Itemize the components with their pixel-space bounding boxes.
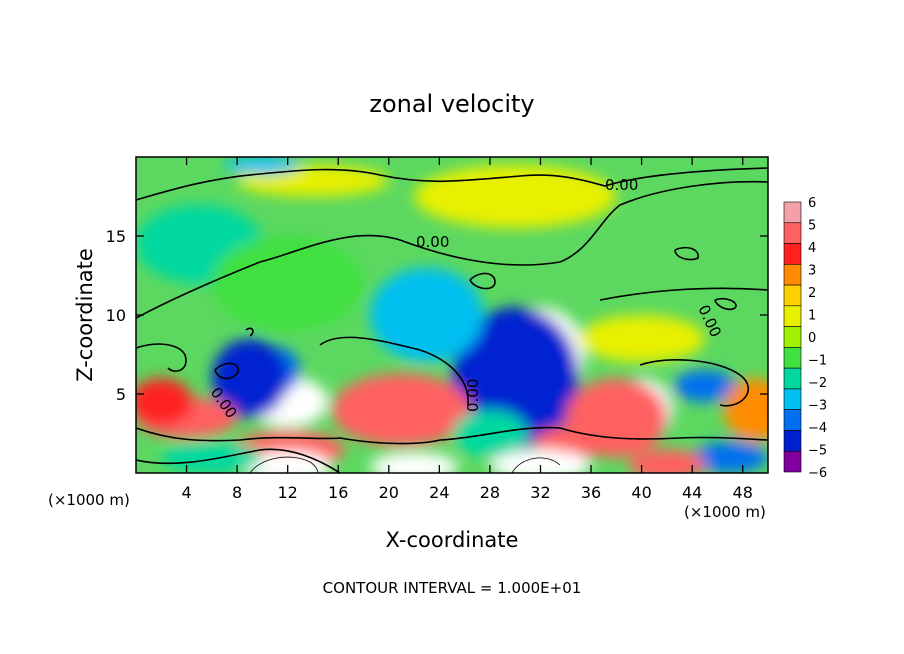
heatmap-cell: [628, 449, 705, 473]
x-tick-label: 16: [328, 483, 348, 502]
contour-line: [249, 456, 319, 473]
contour-line: [136, 343, 187, 372]
x-tick-label: 48: [733, 483, 753, 502]
colorbar-label: −5: [808, 444, 827, 459]
heatmap-cell: [723, 378, 768, 442]
x-tick-label: 24: [429, 483, 449, 502]
colorbar-swatch: [783, 347, 802, 369]
heatmap-cell: [414, 164, 617, 229]
y-tick-label: 5: [116, 385, 126, 404]
y-axis-ticks: 5 10 15: [106, 227, 768, 404]
contour-line: [319, 336, 469, 406]
heatmap-cell: [692, 441, 768, 473]
colorbar-label: 0: [808, 331, 816, 346]
contour-line: [245, 327, 254, 337]
x-tick-label: 8: [232, 483, 242, 502]
contour-line: [136, 426, 768, 445]
heatmap-cell: [211, 236, 364, 331]
x-tick-label: 4: [181, 483, 191, 502]
colorbar-swatch: [783, 201, 802, 224]
heatmap-cell: [161, 441, 263, 473]
heatmap-cell: [489, 449, 592, 473]
x-tick-label: 28: [480, 483, 500, 502]
contour-line: [674, 246, 699, 261]
x-axis-ticks: 4 8 12 16 20 24 28 32 36 40 44 48: [181, 157, 753, 502]
contour-label: 0.00: [605, 176, 638, 194]
heatmap-cell: [578, 315, 705, 363]
colorbar-label: 2: [808, 286, 816, 301]
colorbar-swatch: [783, 430, 802, 452]
heatmap-cell: [534, 425, 623, 458]
colorbar-label: −6: [808, 466, 827, 481]
heatmap-cell: [331, 373, 471, 447]
colorbar-label: 6: [808, 196, 816, 211]
colorbar-swatch: [783, 450, 802, 473]
contour-line: [136, 180, 768, 319]
contour-interval: CONTOUR INTERVAL = 1.000E+01: [323, 579, 582, 597]
colorbar-label: 5: [808, 219, 816, 234]
x-unit-right: (×1000 m): [684, 503, 766, 521]
colorbar-swatch: [783, 305, 802, 327]
colorbar-swatch: [783, 284, 802, 307]
colorbar-swatch: [783, 367, 802, 390]
colorbar: 6 5 4 3 2 1 0 −1 −2 −3 −4 −5 −6: [783, 196, 827, 481]
y-tick-label: 15: [106, 227, 126, 246]
heatmap-cell: [211, 338, 288, 418]
contour-line: [714, 297, 737, 311]
plot-area: [136, 157, 768, 473]
contour-line: [469, 272, 496, 290]
colorbar-label: −3: [808, 399, 827, 414]
heatmap-cell: [673, 370, 737, 402]
chart-title: zonal velocity: [369, 90, 534, 118]
x-tick-label: 44: [682, 483, 702, 502]
colorbar-label: 1: [808, 309, 816, 324]
contour-line: [511, 457, 561, 473]
x-tick-label: 12: [278, 483, 298, 502]
colorbar-label: −4: [808, 421, 827, 436]
heatmap-cell: [224, 157, 301, 175]
heatmap-cell: [369, 452, 459, 473]
x-axis-label: X-coordinate: [386, 528, 519, 552]
contour-line: [136, 167, 768, 201]
colorbar-swatch: [783, 409, 802, 431]
x-tick-label: 32: [530, 483, 550, 502]
x-unit-left: (×1000 m): [48, 491, 130, 509]
contour-line: [599, 287, 768, 301]
colorbar-label: −2: [808, 376, 827, 391]
colorbar-swatch: [783, 388, 802, 410]
colorbar-swatch: [783, 264, 802, 286]
contour-lines: [136, 167, 768, 473]
contour-label: 0.00: [464, 379, 482, 412]
heatmap-cell: [369, 267, 484, 363]
contour-line: [214, 362, 239, 380]
colorbar-swatch: [783, 243, 802, 265]
contour-line: [136, 448, 341, 473]
colorbar-swatch: [783, 222, 802, 244]
contour-line: [639, 359, 749, 407]
colorbar-label: 3: [808, 264, 816, 279]
contour-label: 0.00: [416, 233, 449, 251]
y-axis-label: Z-coordinate: [73, 248, 97, 382]
x-tick-label: 40: [631, 483, 651, 502]
colorbar-swatch: [783, 326, 802, 348]
heatmap-cells: [136, 157, 768, 473]
heatmap-cell: [136, 378, 193, 426]
colorbar-label: 4: [808, 241, 816, 256]
x-tick-label: 36: [581, 483, 601, 502]
x-tick-label: 20: [379, 483, 399, 502]
colorbar-label: −1: [808, 354, 827, 369]
y-tick-label: 10: [106, 306, 126, 325]
